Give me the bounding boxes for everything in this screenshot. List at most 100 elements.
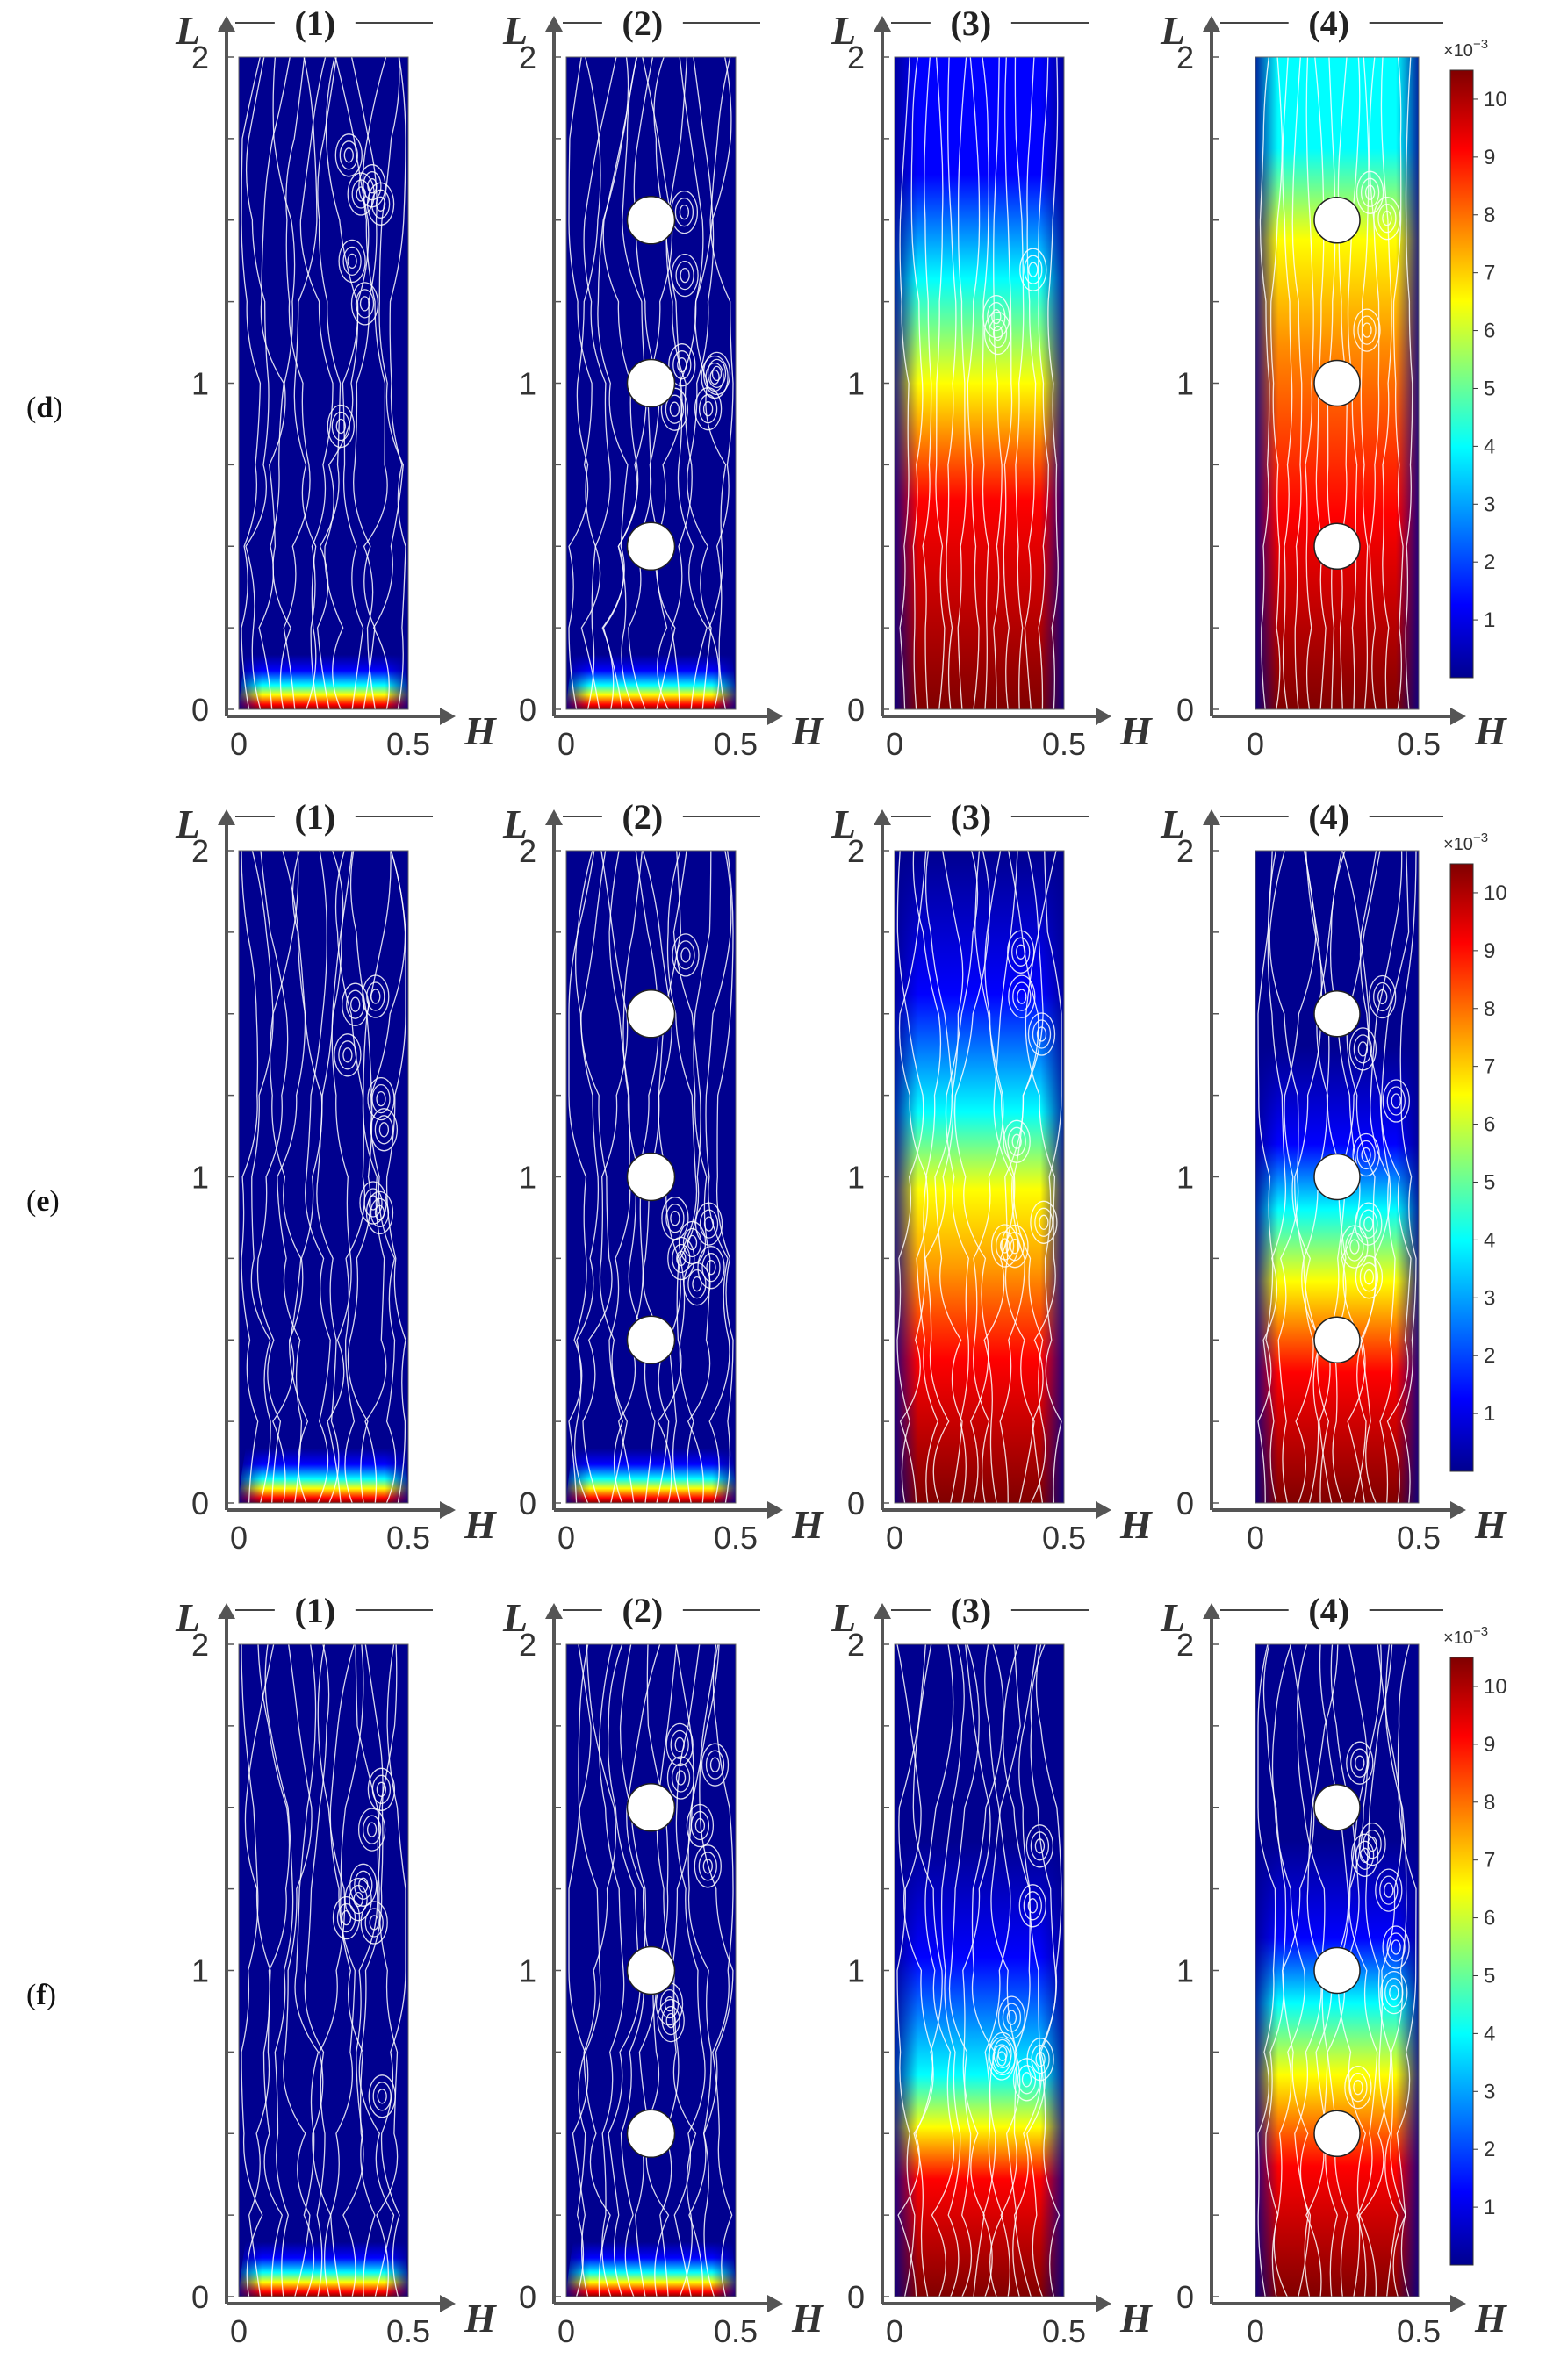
eddy xyxy=(1025,1824,1054,1868)
y-tick-label: 0 xyxy=(191,1485,209,1521)
cylinder-obstacle xyxy=(1313,1316,1361,1364)
x-axis-arrow xyxy=(1450,2295,1466,2312)
cylinder-obstacle xyxy=(626,1783,676,1832)
eddy xyxy=(706,1260,716,1276)
streamline xyxy=(380,1643,406,2297)
title-backdrop xyxy=(930,1591,1011,1628)
streamline xyxy=(973,850,1004,1504)
y-tick-label: 2 xyxy=(519,40,536,75)
wall-shade xyxy=(895,57,1064,709)
row-labels: (d)(e)(f) xyxy=(26,392,63,2011)
x-tick-label: 0.5 xyxy=(1042,2313,1086,2349)
eddy xyxy=(1350,1833,1379,1877)
plot-frame xyxy=(894,850,1065,1504)
colorbar-scale xyxy=(1449,863,1474,1472)
streamline xyxy=(1359,1643,1393,2297)
x-axis-arrow xyxy=(1096,708,1111,725)
y-axis-arrow xyxy=(1203,16,1220,32)
streamline xyxy=(277,850,306,1504)
eddy xyxy=(369,1915,379,1931)
panel-title: (1) xyxy=(295,1591,336,1630)
streamline xyxy=(1396,1643,1417,2297)
y-tick-label: 0 xyxy=(191,692,209,728)
eddy xyxy=(1373,197,1401,241)
x-tick-label: 0.5 xyxy=(386,2313,430,2349)
x-axis-arrow xyxy=(1096,1501,1111,1519)
eddy xyxy=(1355,1840,1375,1870)
streamline xyxy=(694,56,732,710)
eddy xyxy=(375,196,386,212)
eddy xyxy=(988,318,1008,349)
eddy xyxy=(342,1047,353,1063)
colorbar-tick-label: 10 xyxy=(1484,881,1507,905)
colorbar: 1 2 3 4 5 6 7 8 9 10 ×10−3 xyxy=(1443,830,1507,1472)
eddy xyxy=(992,2044,1011,2074)
streamline xyxy=(910,56,924,710)
y-tick-label: 0 xyxy=(519,692,536,728)
plot-frame xyxy=(1255,850,1420,1504)
streamline xyxy=(329,1643,356,2297)
streamline xyxy=(580,850,613,1504)
eddy xyxy=(664,1995,675,2012)
eddy xyxy=(370,989,381,1004)
cylinders xyxy=(626,989,676,1365)
row-label-close: ) xyxy=(49,1185,59,1218)
eddy xyxy=(357,1808,386,1852)
y-axis-arrow xyxy=(1203,1603,1220,1619)
x-tick-label: 0 xyxy=(886,2313,903,2349)
eddy xyxy=(680,947,691,963)
eddy xyxy=(1007,930,1035,974)
streamline xyxy=(1257,1643,1276,2297)
eddy xyxy=(697,1246,725,1290)
colorbar-tick-label: 2 xyxy=(1484,1344,1495,1368)
eddy xyxy=(1007,1126,1026,1156)
streamlines xyxy=(241,850,406,1504)
eddy xyxy=(676,940,695,970)
eddy xyxy=(672,350,692,380)
eddy xyxy=(1362,322,1372,338)
y-tick-label: 1 xyxy=(1176,366,1194,402)
x-tick-label: 0.5 xyxy=(714,2313,758,2349)
plot-frame xyxy=(238,850,409,1504)
streamline xyxy=(922,56,932,710)
y-tick-label: 1 xyxy=(191,1160,209,1196)
eddy xyxy=(690,1810,710,1841)
eddy xyxy=(1003,1119,1031,1163)
eddy xyxy=(1356,1140,1376,1170)
eddy xyxy=(687,1269,707,1299)
cylinder-obstacle xyxy=(1313,1784,1361,1831)
streamline xyxy=(1262,850,1286,1504)
colorbar-tick-label: 8 xyxy=(1484,997,1495,1021)
eddy xyxy=(336,1902,356,1933)
streamline xyxy=(389,56,406,710)
eddy xyxy=(1017,2065,1037,2095)
y-tick-label: 0 xyxy=(847,692,865,728)
y-axis-arrow xyxy=(874,809,891,825)
eddy xyxy=(666,1756,695,1800)
y-tick-label: 1 xyxy=(191,366,209,402)
eddy xyxy=(1350,1748,1370,1778)
eddy xyxy=(1389,1984,1399,2001)
title-backdrop xyxy=(1288,4,1370,40)
eddy xyxy=(680,267,690,284)
colorbar-tick-label: 1 xyxy=(1484,1402,1495,1426)
colorbar-tick-label: 7 xyxy=(1484,262,1495,285)
eddy xyxy=(367,1767,396,1811)
streamline xyxy=(912,1643,943,2297)
x-tick-label: 0 xyxy=(230,726,248,762)
eddy xyxy=(371,1774,392,1804)
eddy xyxy=(1357,315,1377,345)
colorbar-multiplier: ×10−3 xyxy=(1443,830,1488,854)
y-tick-label: 2 xyxy=(1176,833,1194,869)
eddy xyxy=(346,989,365,1019)
eddy xyxy=(1344,2066,1372,2110)
colorbar: 1 2 3 4 5 6 7 8 9 10 ×10−3 xyxy=(1443,1624,1507,2266)
x-axis-arrow xyxy=(440,2295,456,2312)
panel-4: L H 0 1 2 0 0.5 (4) xyxy=(1160,4,1507,762)
row-label-close: ) xyxy=(53,392,62,424)
streamline xyxy=(1392,56,1404,710)
streamline xyxy=(312,1643,346,2297)
eddy xyxy=(1001,1225,1029,1269)
cylinder-obstacle xyxy=(626,521,676,572)
